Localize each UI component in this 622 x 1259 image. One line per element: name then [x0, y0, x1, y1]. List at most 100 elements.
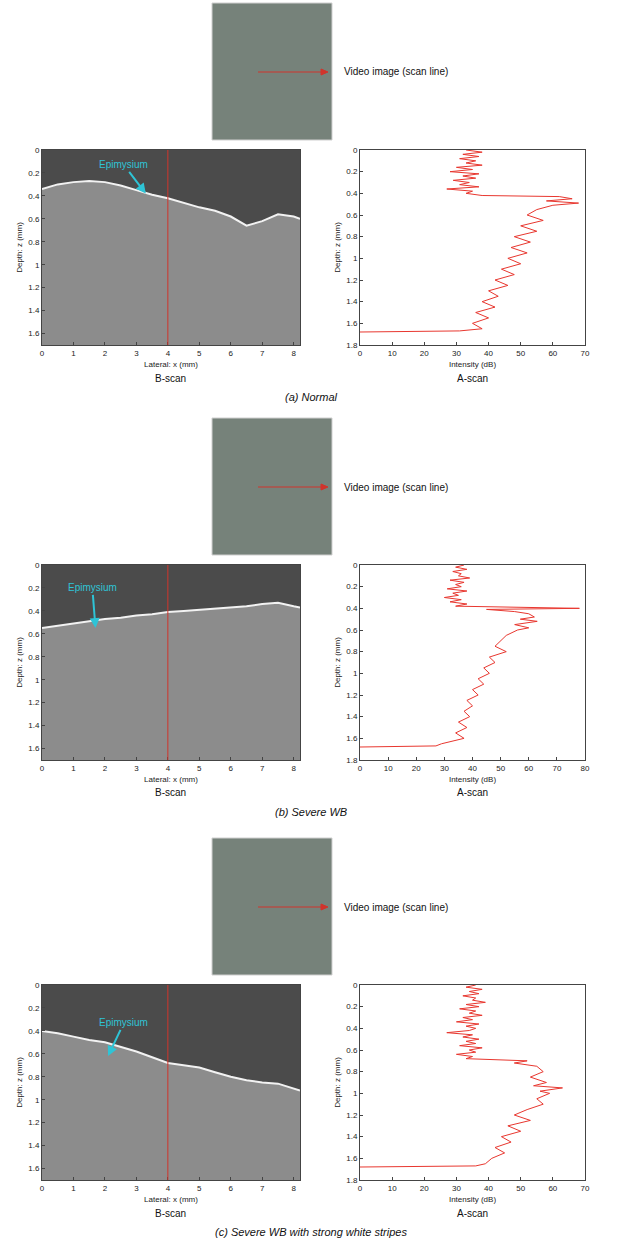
svg-text:2: 2: [103, 349, 108, 358]
svg-text:3: 3: [134, 1184, 139, 1193]
svg-text:0.4: 0.4: [28, 192, 40, 201]
svg-text:1.6: 1.6: [346, 1154, 358, 1163]
svg-text:B-scan: B-scan: [155, 1208, 186, 1219]
svg-text:2: 2: [103, 1184, 108, 1193]
svg-text:0.6: 0.6: [346, 1046, 358, 1055]
svg-text:2: 2: [103, 764, 108, 773]
svg-text:1.4: 1.4: [346, 712, 358, 721]
svg-text:(a) Normal: (a) Normal: [285, 391, 338, 403]
svg-text:Depth: z (mm): Depth: z (mm): [15, 1057, 24, 1108]
svg-text:Intensity (dB): Intensity (dB): [449, 1195, 496, 1204]
svg-text:20: 20: [420, 1184, 429, 1193]
svg-text:1.4: 1.4: [28, 1141, 40, 1150]
svg-text:A-scan: A-scan: [457, 1208, 488, 1219]
svg-text:6: 6: [229, 349, 234, 358]
svg-text:0: 0: [40, 764, 45, 773]
svg-text:1: 1: [353, 1089, 358, 1098]
svg-text:Video image (scan line): Video image (scan line): [344, 66, 448, 77]
svg-text:Intensity (dB): Intensity (dB): [449, 775, 496, 784]
svg-text:1.8: 1.8: [346, 1176, 358, 1185]
svg-text:0.8: 0.8: [28, 1073, 40, 1082]
svg-text:Video image (scan line): Video image (scan line): [344, 482, 448, 493]
svg-text:1.6: 1.6: [346, 319, 358, 328]
svg-text:0.2: 0.2: [28, 584, 40, 593]
svg-text:1: 1: [71, 1184, 76, 1193]
svg-text:0: 0: [35, 561, 40, 570]
svg-text:4: 4: [166, 349, 171, 358]
svg-text:20: 20: [412, 764, 421, 773]
svg-text:1.4: 1.4: [346, 297, 358, 306]
svg-text:70: 70: [581, 1184, 590, 1193]
svg-text:0.6: 0.6: [28, 1050, 40, 1059]
svg-text:1: 1: [35, 676, 40, 685]
svg-text:0: 0: [358, 764, 363, 773]
svg-text:10: 10: [388, 1184, 397, 1193]
svg-text:7: 7: [260, 349, 265, 358]
svg-text:80: 80: [581, 764, 590, 773]
svg-text:0.6: 0.6: [28, 215, 40, 224]
svg-text:1.4: 1.4: [346, 1132, 358, 1141]
svg-text:0.8: 0.8: [346, 1067, 358, 1076]
svg-text:0.8: 0.8: [28, 238, 40, 247]
svg-text:50: 50: [516, 349, 525, 358]
svg-text:Intensity (dB): Intensity (dB): [449, 360, 496, 369]
svg-text:0.8: 0.8: [346, 232, 358, 241]
svg-text:Depth: z (mm): Depth: z (mm): [333, 222, 342, 273]
svg-text:50: 50: [516, 1184, 525, 1193]
svg-text:60: 60: [548, 349, 557, 358]
svg-text:Depth: z (mm): Depth: z (mm): [333, 637, 342, 688]
svg-text:1.6: 1.6: [28, 329, 40, 338]
svg-text:30: 30: [440, 764, 449, 773]
svg-text:0.4: 0.4: [28, 1027, 40, 1036]
svg-text:1: 1: [71, 764, 76, 773]
svg-text:1.2: 1.2: [346, 276, 358, 285]
svg-text:Lateral: x (mm): Lateral: x (mm): [144, 775, 198, 784]
svg-text:1.6: 1.6: [346, 734, 358, 743]
svg-text:1.6: 1.6: [28, 1164, 40, 1173]
svg-text:5: 5: [197, 349, 202, 358]
svg-text:0: 0: [358, 1184, 363, 1193]
svg-text:1.2: 1.2: [28, 1118, 40, 1127]
svg-text:7: 7: [260, 764, 265, 773]
svg-text:7: 7: [260, 1184, 265, 1193]
svg-text:1: 1: [353, 254, 358, 263]
svg-text:0.4: 0.4: [346, 189, 358, 198]
svg-text:4: 4: [166, 764, 171, 773]
svg-text:1.6: 1.6: [28, 744, 40, 753]
svg-text:Lateral: x (mm): Lateral: x (mm): [144, 360, 198, 369]
svg-text:1.8: 1.8: [346, 341, 358, 350]
svg-text:1.4: 1.4: [28, 721, 40, 730]
svg-text:60: 60: [524, 764, 533, 773]
svg-text:1.4: 1.4: [28, 306, 40, 315]
svg-text:0.2: 0.2: [346, 1002, 358, 1011]
svg-text:6: 6: [229, 764, 234, 773]
svg-text:30: 30: [452, 349, 461, 358]
svg-text:1: 1: [71, 349, 76, 358]
svg-text:0: 0: [353, 561, 358, 570]
svg-text:8: 8: [291, 1184, 296, 1193]
svg-text:B-scan: B-scan: [155, 787, 186, 798]
svg-text:3: 3: [134, 349, 139, 358]
svg-text:5: 5: [197, 1184, 202, 1193]
svg-text:0: 0: [358, 349, 363, 358]
svg-text:10: 10: [388, 349, 397, 358]
svg-text:40: 40: [468, 764, 477, 773]
svg-text:0: 0: [35, 146, 40, 155]
svg-text:0.2: 0.2: [346, 167, 358, 176]
svg-text:0.4: 0.4: [28, 607, 40, 616]
svg-text:30: 30: [452, 1184, 461, 1193]
svg-text:(c) Severe WB with strong whit: (c) Severe WB with strong white stripes: [215, 1226, 407, 1238]
svg-text:0: 0: [40, 1184, 45, 1193]
svg-text:(b) Severe WB: (b) Severe WB: [275, 806, 347, 818]
svg-text:0: 0: [353, 146, 358, 155]
svg-text:1: 1: [35, 261, 40, 270]
svg-text:1: 1: [35, 1096, 40, 1105]
svg-text:8: 8: [291, 349, 296, 358]
svg-text:Depth: z (mm): Depth: z (mm): [333, 1057, 342, 1108]
svg-text:1.2: 1.2: [346, 691, 358, 700]
svg-text:0.2: 0.2: [28, 1004, 40, 1013]
svg-text:1.2: 1.2: [28, 698, 40, 707]
svg-text:0.6: 0.6: [346, 211, 358, 220]
svg-text:1.2: 1.2: [28, 283, 40, 292]
svg-text:0.6: 0.6: [346, 626, 358, 635]
